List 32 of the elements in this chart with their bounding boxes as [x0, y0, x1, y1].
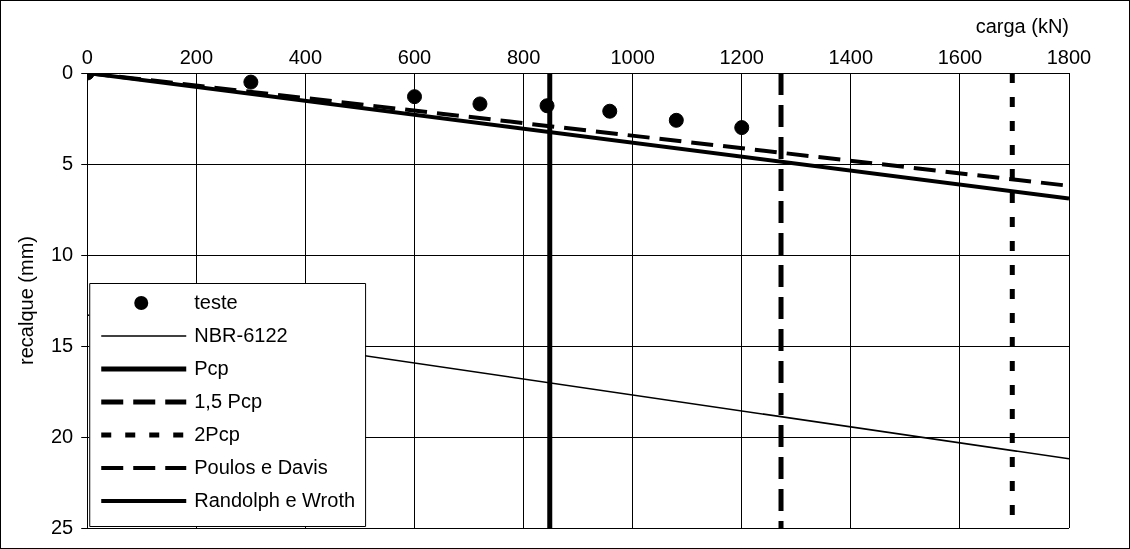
legend-label: Randolph e Wroth: [194, 488, 356, 511]
x-tick-label: 400: [288, 45, 323, 68]
y-tick-label: 5: [62, 151, 74, 174]
point: [668, 112, 684, 128]
point: [243, 74, 259, 90]
x-tick-label: 1400: [828, 45, 874, 68]
point: [407, 89, 422, 105]
x-tick-label: 0: [81, 45, 93, 68]
legend-label: teste: [194, 290, 238, 313]
y-tick-label: 10: [51, 242, 74, 265]
point: [734, 120, 750, 136]
point: [539, 98, 555, 114]
legend-label: NBR-6122: [194, 323, 288, 346]
legend-label: 1,5 Pcp: [194, 389, 263, 412]
y-tick-label: 25: [51, 515, 74, 538]
x-tick-label: 1600: [937, 45, 983, 68]
y-tick-label: 20: [51, 424, 74, 447]
y-tick-label: 15: [51, 333, 74, 356]
legend-label: 2Pcp: [194, 422, 240, 445]
x-tick-label: 800: [506, 45, 541, 68]
x-tick-label: 1200: [719, 45, 764, 68]
x-tick-label: 200: [179, 45, 214, 68]
legend-label: Poulos e Davis: [194, 455, 328, 478]
legend-label: Pcp: [194, 356, 229, 379]
y-axis-title: recalque (mm): [14, 236, 37, 365]
x-tick-label: 1800: [1046, 45, 1092, 68]
x-tick-label: 600: [397, 45, 432, 68]
x-axis-title: carga (kN): [975, 14, 1069, 37]
x-tick-label: 1000: [610, 45, 655, 68]
point: [602, 103, 618, 119]
y-tick-label: 0: [62, 60, 74, 83]
point: [472, 96, 488, 112]
